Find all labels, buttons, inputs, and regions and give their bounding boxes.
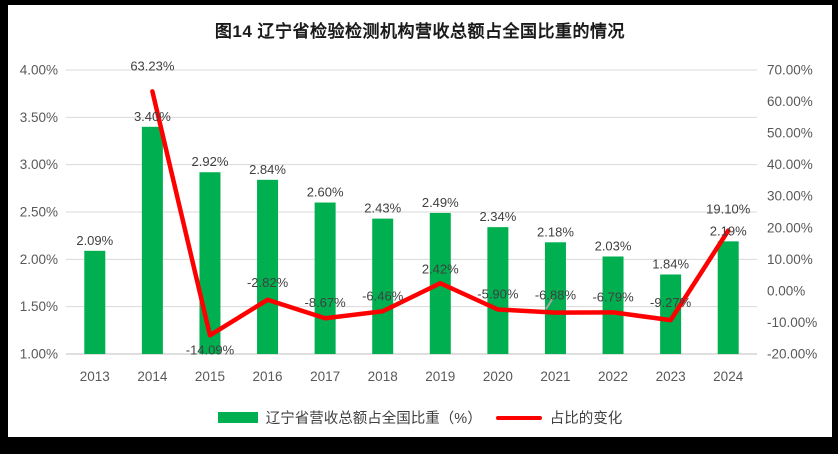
legend-item-bar-series: 辽宁省营收总额占全国比重（%） (217, 407, 482, 428)
x-axis-label: 2013 (80, 369, 110, 384)
line-data-label: -6.79% (592, 289, 634, 304)
line-data-label: -2.82% (247, 275, 289, 290)
x-axis-label: 2023 (656, 369, 686, 384)
left-axis-tick: 1.50% (20, 299, 58, 314)
line-data-label: 63.23% (130, 58, 175, 73)
right-axis-tick: -20.00% (767, 347, 817, 362)
x-axis-label: 2017 (310, 369, 340, 384)
bar-2018 (372, 218, 394, 354)
line-data-label: -6.46% (362, 288, 404, 303)
bar-2017 (314, 202, 336, 354)
bar-series-swatch (217, 412, 258, 423)
left-axis-tick: 4.00% (20, 63, 58, 78)
bar-data-label: 2.49% (422, 195, 459, 210)
bar-data-label: 2.34% (479, 209, 516, 224)
right-axis-tick: 40.00% (767, 157, 813, 172)
line-data-label: -14.09% (186, 342, 235, 357)
line-data-label: -8.67% (305, 295, 347, 310)
bar-2020 (487, 227, 509, 354)
right-axis-tick: 10.00% (767, 252, 813, 267)
stray-tick-mark (545, 297, 554, 310)
x-axis-label: 2021 (540, 369, 570, 384)
bar-data-label: 2.92% (192, 154, 229, 169)
bar-series-label: 辽宁省营收总额占全国比重（%） (265, 411, 482, 427)
x-axis-label: 2019 (425, 369, 455, 384)
bar-2016 (257, 179, 279, 354)
right-axis-tick: -10.00% (767, 315, 817, 330)
x-axis-label: 2022 (598, 369, 628, 384)
right-axis-tick: 60.00% (767, 94, 813, 109)
change-line (150, 89, 731, 338)
right-axis-tick: 0.00% (767, 283, 805, 298)
right-axis-tick: 50.00% (767, 126, 813, 141)
x-axis-label: 2024 (713, 369, 744, 384)
bar-2024 (717, 241, 739, 354)
bar-2013 (84, 250, 106, 354)
bar-data-label: 2.60% (307, 185, 344, 200)
bar-data-label: 1.84% (652, 256, 689, 271)
bar-2022 (602, 256, 624, 354)
x-axis-label: 2014 (137, 369, 168, 384)
bar-data-label: 2.09% (76, 233, 113, 248)
bar-2014 (141, 126, 163, 354)
bar-data-label: 2.18% (537, 224, 574, 239)
x-axis-label: 2020 (483, 369, 513, 384)
left-axis-tick: 3.50% (20, 110, 58, 125)
chart-title: 图14 辽宁省检验检测机构营收总额占全国比重的情况 (214, 22, 626, 41)
bar-data-label: 3.40% (134, 109, 171, 124)
line-series-swatch (495, 415, 542, 420)
bar-data-label: 2.03% (595, 238, 632, 253)
left-axis-tick: 3.00% (20, 157, 58, 172)
right-axis-tick: 30.00% (767, 189, 813, 204)
chart-legend: 辽宁省营收总额占全国比重（%） 占比的变化 (8, 407, 832, 428)
line-data-label: -9.27% (650, 295, 692, 310)
combo-chart-plot: 1.00% 1.50% 2.00% 2.50% 3.00% 3.50% 4.00% -20.0… (20, 58, 818, 384)
bar-2021 (544, 242, 566, 354)
bar-2023 (660, 274, 682, 354)
line-data-label: -6.88% (535, 288, 577, 303)
left-axis-tick: 2.50% (20, 205, 58, 220)
line-series-label: 占比的变化 (549, 411, 623, 427)
left-axis-tick: 2.00% (20, 252, 58, 267)
bar-data-label: 2.43% (364, 201, 401, 216)
left-axis-tick: 1.00% (20, 347, 58, 362)
x-axis-label: 2016 (253, 369, 283, 384)
bar-data-label: 2.19% (710, 223, 747, 238)
bar-data-label: 2.84% (249, 162, 286, 177)
x-axis-label: 2015 (195, 369, 225, 384)
line-data-label: -5.90% (477, 287, 519, 302)
chart-canvas: 图14 辽宁省检验检测机构营收总额占全国比重的情况 1.00% 1.50% 2.00… (8, 5, 832, 437)
line-data-label: 2.42% (422, 261, 459, 276)
x-axis-label: 2018 (368, 369, 398, 384)
right-axis-tick: 20.00% (767, 220, 813, 235)
line-data-label: 19.10% (706, 202, 751, 217)
legend-item-line-series: 占比的变化 (495, 407, 623, 428)
right-axis-tick: 70.00% (767, 63, 813, 78)
